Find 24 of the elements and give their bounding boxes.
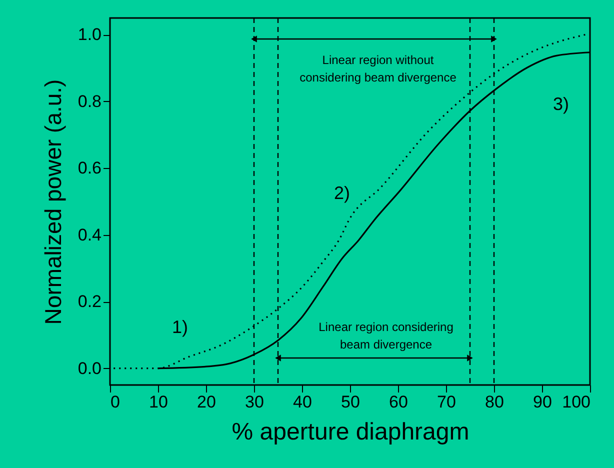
- x-tick-label: 60: [389, 392, 408, 412]
- x-tick-label: 20: [197, 392, 216, 412]
- y-axis-title: Normalized power (a.u.): [40, 79, 66, 325]
- x-tick-label: 10: [149, 392, 168, 412]
- y-tick-label: 0.0: [78, 358, 102, 378]
- annotation: Linear region without considering beam divergence: [300, 53, 457, 84]
- annotation: 3): [552, 94, 570, 114]
- x-tick-label: 30: [245, 392, 264, 412]
- x-tick-label: 0: [110, 392, 120, 412]
- x-tick-label: 50: [341, 392, 360, 412]
- x-tick-label: 90: [533, 392, 552, 412]
- x-tick-label: 40: [293, 392, 312, 412]
- y-tick-label: 0.8: [78, 92, 102, 111]
- x-tick-label: 70: [437, 392, 456, 412]
- x-axis-title: % aperture diaphragm: [232, 418, 470, 446]
- y-tick-label: 1.0: [78, 25, 102, 44]
- y-tick-label: 0.4: [78, 225, 102, 244]
- x-tick-label: 80: [485, 392, 504, 412]
- y-tick-label: 0.2: [78, 292, 102, 312]
- annotation: 1): [172, 317, 188, 337]
- y-tick-label: 0.6: [78, 158, 102, 178]
- x-tick-label: 100: [562, 392, 590, 412]
- annotation: 2): [334, 183, 350, 203]
- annotation: Linear region considering beam divergence: [318, 320, 454, 352]
